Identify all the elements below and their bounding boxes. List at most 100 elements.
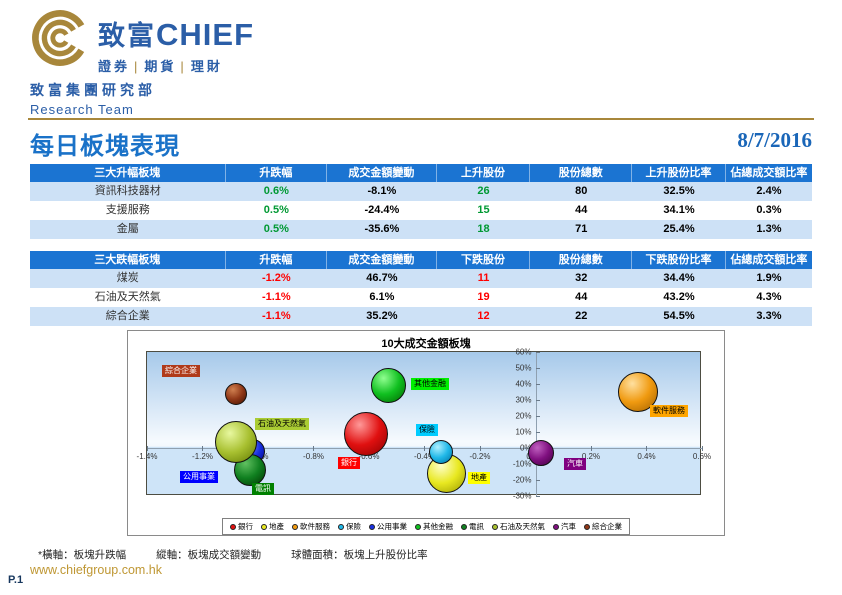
chart-title: 10大成交金額板塊 <box>381 338 471 350</box>
x-tick-label: 0.4% <box>637 452 656 461</box>
website-link[interactable]: www.chiefgroup.com.hk <box>30 563 163 577</box>
column-header: 三大跌幅板塊 <box>30 251 226 269</box>
bubble <box>429 440 454 464</box>
y-tick-label: -20% <box>512 475 532 485</box>
legend-label: 汽車 <box>561 522 576 531</box>
legend-marker-icon <box>415 523 421 530</box>
column-header: 佔總成交額比率 <box>730 254 808 266</box>
table-cell: 4.3% <box>756 291 782 303</box>
table-cell: 25.4% <box>663 223 695 235</box>
table-cell: 35.2% <box>366 310 398 322</box>
table-row: 金屬 0.5% -35.6% 18 71 25.4% 1.3% <box>30 220 812 239</box>
legend-item: 保險 <box>338 521 361 532</box>
legend-label: 石油及天然氣 <box>500 522 545 531</box>
column-header: 上升股份 <box>437 164 531 182</box>
x-tickmark <box>424 446 425 451</box>
legend-item: 電訊 <box>461 521 484 532</box>
column-header: 上升股份比率 <box>632 164 726 182</box>
table-cell: 46.7% <box>366 272 398 284</box>
y-tick-label: 10% <box>515 427 532 437</box>
chief-logo-icon <box>32 10 88 66</box>
y-tickmark <box>535 495 540 497</box>
table-cell: 80 <box>575 185 588 197</box>
y-tick-label: 60% <box>515 347 532 357</box>
table-cell: 43.2% <box>663 291 695 303</box>
column-header: 升跌幅 <box>226 251 328 269</box>
bubble-chart: 10大成交金額板塊 60% 50% 40% 30% 20% 10% 0% -10% -20% -3… <box>127 330 725 536</box>
bubble-label: 石油及天然氣 <box>255 418 309 430</box>
table-cell: 3.3% <box>756 310 782 322</box>
table-cell: 32.5% <box>663 185 695 197</box>
table-header-row: 三大跌幅板塊 升跌幅 成交金額變動 下跌股份 股份總數 下跌股份比率 佔總成交額比率 <box>30 251 812 269</box>
table-row: 綜合企業 -1.1% 35.2% 12 22 54.5% 3.3% <box>30 307 812 326</box>
bubble <box>224 382 247 405</box>
bubble <box>370 368 406 404</box>
table-cell: 資訊科技器材 <box>94 185 161 197</box>
table-header-row: 三大升幅板塊 升跌幅 成交金額變動 上升股份 股份總數 上升股份比率 佔總成交額比率 <box>30 164 812 182</box>
legend-item: 綜合企業 <box>584 521 622 532</box>
table-row: 資訊科技器材 0.6% -8.1% 26 80 32.5% 2.4% <box>30 182 812 201</box>
bubble <box>618 372 659 412</box>
table-row: 煤炭 -1.2% 46.7% 11 32 34.4% 1.9% <box>30 269 812 288</box>
y-tick-label: 40% <box>515 379 532 389</box>
column-header: 成交金額變動 <box>327 251 437 269</box>
department-block: 致富集團研究部 Research Team <box>30 80 156 117</box>
column-header: 下跌股份比率 <box>632 251 726 269</box>
y-tickmark <box>535 367 540 369</box>
table-cell: 金屬 <box>116 223 139 235</box>
legend-item: 地產 <box>261 521 284 532</box>
legend-label: 保險 <box>346 522 361 531</box>
y-tick-label: 20% <box>515 411 532 421</box>
bubble <box>344 411 389 456</box>
footnote-y-axis: 縱軸：板塊成交額變動 <box>156 549 262 561</box>
legend-marker-icon <box>492 523 498 530</box>
table-cell: 44 <box>575 291 588 303</box>
legend-label: 綜合企業 <box>592 522 622 531</box>
table-cell: 15 <box>477 204 490 216</box>
chart-footnote: *橫軸：板塊升跌幅 縱軸：板塊成交額變動 球體面積：板塊上升股份比率 <box>38 547 458 562</box>
table-cell: 0.6% <box>263 185 289 197</box>
legend-label: 銀行 <box>238 522 253 531</box>
table-cell: -1.2% <box>261 272 291 284</box>
page-number: P.1 <box>8 574 24 586</box>
brand-name-chinese: 致富 <box>98 21 156 51</box>
x-tickmark <box>646 446 647 451</box>
brand-services: 證券 | 期貨 | 理財 <box>98 56 254 75</box>
report-date: 8/7/2016 <box>737 128 812 152</box>
x-tick-label: -1.2% <box>192 452 213 461</box>
table-cell: 19 <box>477 291 490 303</box>
service-label: 理財 <box>190 59 223 74</box>
y-tickmark <box>535 415 540 417</box>
header-divider <box>28 118 814 120</box>
x-tick-label: -1.4% <box>136 452 158 461</box>
column-header: 升跌幅 <box>226 164 328 182</box>
table-cell: -24.4% <box>364 204 400 216</box>
bubble-label: 綜合企業 <box>162 365 200 377</box>
legend-marker-icon <box>338 523 344 530</box>
bubble-label: 其他金融 <box>411 378 449 390</box>
brand-header: 致富 CHIEF 證券 | 期貨 | 理財 <box>30 8 254 75</box>
bubble-label: 公用事業 <box>180 471 218 483</box>
column-header: 下跌股份 <box>437 251 531 269</box>
x-tick-label: -0.4% <box>414 452 435 461</box>
gainers-table: 三大升幅板塊 升跌幅 成交金額變動 上升股份 股份總數 上升股份比率 佔總成交額比率資訊科技… <box>30 164 812 239</box>
y-tick-label: 50% <box>515 363 532 373</box>
footnote-x-axis: *橫軸：板塊升跌幅 <box>38 549 127 561</box>
table-row: 石油及天然氣 -1.1% 6.1% 19 44 43.2% 4.3% <box>30 288 812 307</box>
legend-marker-icon <box>261 523 267 530</box>
table-cell: -1.1% <box>261 291 291 303</box>
x-tick-label: -0.6% <box>358 452 380 461</box>
table-cell: 煤炭 <box>116 272 139 284</box>
losers-table: 三大跌幅板塊 升跌幅 成交金額變動 下跌股份 股份總數 下跌股份比率 佔總成交額比率煤炭 -1… <box>30 251 812 326</box>
table-row: 支援服務 0.5% -24.4% 15 44 34.1% 0.3% <box>30 201 812 220</box>
y-tick-label: 30% <box>515 395 532 405</box>
legend-item: 汽車 <box>553 521 576 532</box>
column-header: 股份總數 <box>530 164 633 182</box>
legend-marker-icon <box>292 523 298 530</box>
column-header: 成交金額變動 <box>327 164 437 182</box>
legend-marker-icon <box>553 523 559 530</box>
x-tickmark <box>479 446 481 451</box>
y-tickmark <box>535 479 540 481</box>
x-tick-label: 0.2% <box>581 452 601 461</box>
x-tickmark <box>146 446 148 451</box>
